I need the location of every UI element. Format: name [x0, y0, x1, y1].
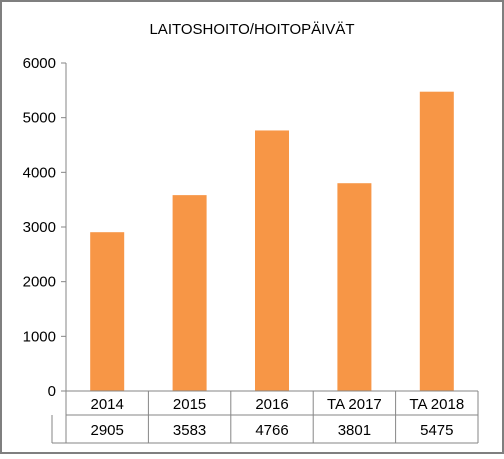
y-axis: 0 1000 2000 3000 4000 5000 6000 [23, 55, 67, 400]
y-tick-label: 1000 [23, 328, 56, 345]
value-label: 5475 [420, 422, 453, 439]
y-tick-label: 5000 [23, 110, 56, 127]
value-label: 3583 [173, 422, 206, 439]
y-tick-label: 3000 [23, 219, 56, 236]
y-tick-label: 0 [48, 383, 56, 400]
category-label: TA 2017 [327, 396, 382, 413]
bar [90, 232, 125, 391]
y-tick-label: 6000 [23, 55, 56, 72]
value-label: 2905 [91, 422, 124, 439]
category-label: TA 2018 [409, 396, 464, 413]
bars [90, 91, 454, 391]
category-label: 2014 [91, 396, 124, 413]
value-label: 3801 [338, 422, 371, 439]
data-table: 2014 2905 2015 3583 2016 4766 TA 2017 3801 TA 20… [51, 390, 479, 444]
y-tick-label: 2000 [23, 274, 56, 291]
chart-title: LAITOSHOITO/HOITOPÄIVÄT [149, 21, 354, 38]
y-tick-label: 4000 [23, 164, 56, 181]
bar [255, 130, 289, 391]
category-label: 2015 [173, 396, 206, 413]
bar [419, 91, 454, 391]
bar [172, 195, 207, 391]
value-label: 4766 [255, 422, 288, 439]
category-label: 2016 [255, 396, 288, 413]
bar [337, 183, 372, 391]
